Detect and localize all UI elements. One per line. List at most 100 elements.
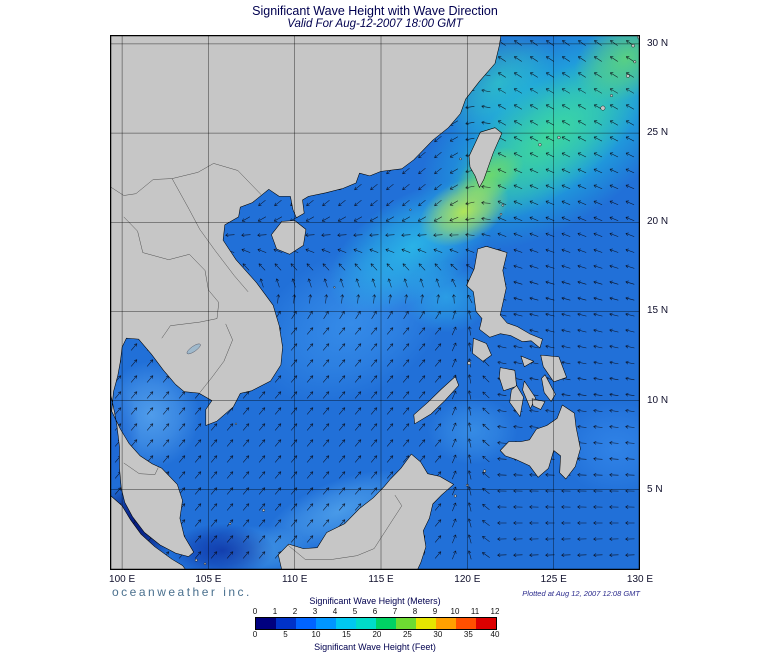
landmass [413, 376, 459, 425]
landmass [472, 337, 492, 362]
legend-feet-tick: 30 [433, 630, 443, 639]
landmass [468, 127, 503, 188]
island-dot [483, 469, 487, 473]
legend-meters-tick: 10 [450, 607, 460, 616]
legend-meters-tick: 6 [372, 607, 378, 616]
lat-tick-label: 10 N [647, 394, 669, 406]
island-dot [626, 74, 630, 78]
island-dot [501, 204, 504, 207]
island-dot [203, 562, 207, 565]
lat-tick-label: 20 N [647, 216, 669, 228]
legend-feet-label: Significant Wave Height (Feet) [314, 642, 436, 652]
legend-meters-tick: 9 [432, 607, 438, 616]
lon-tick-label: 125 E [540, 574, 567, 585]
island-dot [194, 558, 198, 562]
graticule [110, 35, 640, 570]
legend-meters-tick: 12 [490, 607, 500, 616]
colorbar-cell [456, 618, 476, 629]
legend-feet-tick: 10 [311, 630, 321, 639]
wave-region-luzon-strait-peak [418, 176, 509, 247]
wave-height-map [110, 35, 640, 570]
colorbar-cell [376, 618, 396, 629]
plotted-timestamp: Plotted at Aug 12, 2007 12:08 GMT [522, 589, 640, 598]
legend-meters-tick: 4 [332, 607, 338, 616]
lat-tick-label: 5 N [647, 483, 663, 495]
country-borders [110, 163, 403, 560]
landmass [520, 355, 535, 367]
island-dot [600, 105, 606, 111]
wave-region-sulu-sea-light [427, 397, 518, 465]
valid-time-subtitle: Valid For Aug-12-2007 18:00 GMT [287, 18, 463, 30]
island-dot [453, 494, 457, 498]
colorbar-cell [276, 618, 296, 629]
tonle-sap-lake [186, 343, 201, 355]
legend-feet-tick: 35 [463, 630, 473, 639]
colorbar-cell [416, 618, 436, 629]
legend-meters-tick: 3 [312, 607, 318, 616]
island-dot [333, 286, 336, 289]
wave-region-ne-corner-green [574, 35, 640, 102]
legend-feet-tick: 0 [252, 630, 258, 639]
colorbar-cell [316, 618, 336, 629]
island-dot [228, 522, 232, 525]
map-border [110, 35, 640, 570]
island-dot [499, 212, 503, 216]
colorbar-cell [356, 618, 376, 629]
lat-tick-label: 15 N [647, 305, 669, 317]
lon-tick-label: 115 E [368, 574, 394, 585]
landmass [499, 404, 581, 480]
landmass [509, 385, 524, 417]
colorbar-cell [396, 618, 416, 629]
colorbar-cell [256, 618, 276, 629]
colorbar-cell [436, 618, 456, 629]
legend-feet-tick: 20 [372, 630, 382, 639]
legend-meters-tick: 8 [412, 607, 418, 616]
landmasses [110, 35, 640, 570]
lon-tick-label: 100 E [109, 574, 136, 585]
island-dot [459, 157, 462, 161]
island-dot [633, 60, 637, 64]
oceanweather-brand: oceanweather inc. [112, 585, 252, 599]
wave-region-south-scs-deep [170, 523, 274, 570]
landmass [278, 453, 454, 570]
lon-tick-label: 105 E [195, 574, 222, 585]
lat-tick-label: 25 N [647, 127, 669, 139]
landmass [110, 494, 187, 570]
legend-meters-label: Significant Wave Height (Meters) [309, 596, 441, 606]
landmass [466, 246, 543, 349]
legend-meters-tick: 7 [392, 607, 398, 616]
legend-meters-ticks: 0 1 2 3 4 5 6 7 8 9 10 11 12 [252, 607, 500, 616]
legend-meters-tick: 1 [272, 607, 278, 616]
colorbar-cell [296, 618, 316, 629]
lon-tick-label: 130 E [626, 574, 654, 585]
landmass [110, 35, 502, 557]
island-dot [631, 43, 635, 48]
island-dot [610, 94, 613, 97]
legend-feet-tick: 15 [341, 630, 351, 639]
colorbar-cell [476, 618, 496, 629]
island-dot [409, 208, 412, 211]
legend-meters-tick: 11 [470, 607, 480, 616]
legend-feet-tick: 40 [490, 630, 500, 639]
lon-tick-label: 120 E [454, 574, 481, 585]
legend-feet-tick: 25 [402, 630, 412, 639]
island-dot [557, 135, 561, 140]
island-dot [234, 422, 237, 425]
legend-meters-tick: 5 [352, 607, 358, 616]
legend-feet-tick: 5 [283, 630, 288, 639]
island-dot [262, 508, 266, 512]
landmass [499, 367, 517, 392]
lon-tick-label: 110 E [282, 574, 308, 585]
page-title: Significant Wave Height with Wave Direct… [252, 4, 498, 18]
legend-colorbar [255, 617, 497, 630]
wave-region-mindanao-east-light [560, 402, 640, 496]
colorbar-cell [336, 618, 356, 629]
island-dot [467, 361, 471, 365]
wave-region-borneo-nw-light [265, 470, 415, 553]
island-dot [538, 143, 542, 147]
legend-meters-tick: 2 [292, 607, 298, 616]
legend-meters-tick: 0 [252, 607, 258, 616]
landmass [271, 220, 307, 255]
legend-feet-ticks: 0 5 10 15 20 25 30 35 40 [252, 630, 500, 639]
